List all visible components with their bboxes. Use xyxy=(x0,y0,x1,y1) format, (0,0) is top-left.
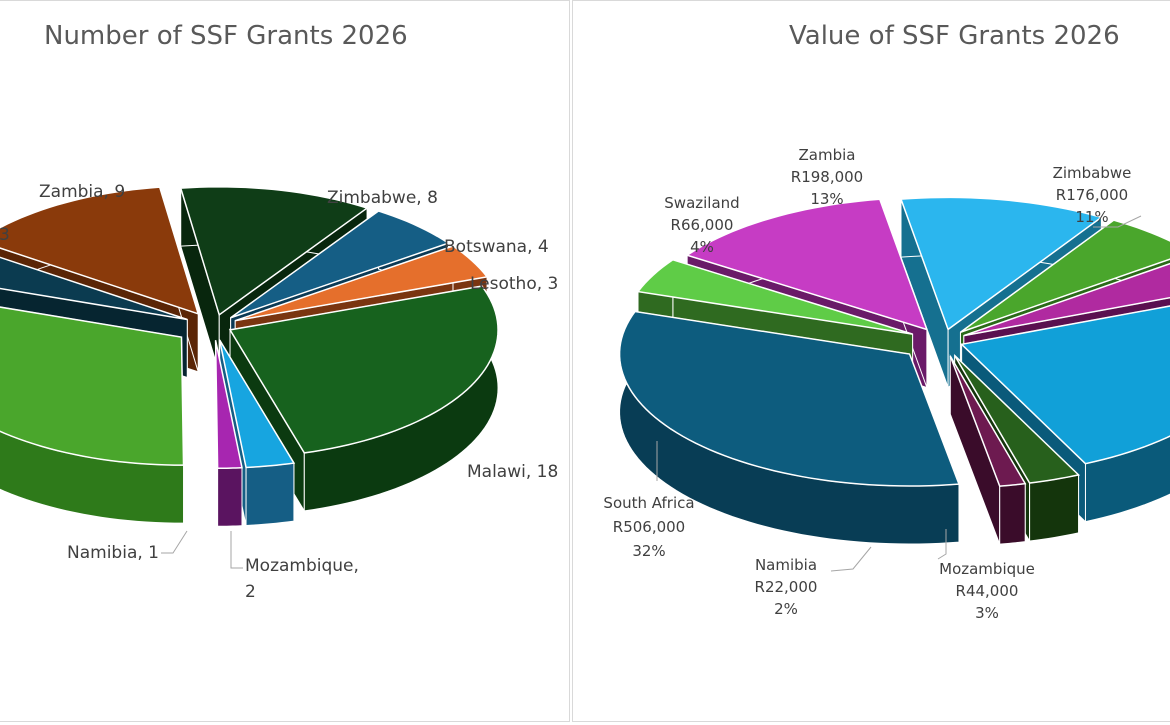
pie-slice-south-africa xyxy=(618,309,961,545)
data-label-south-africa: South Africa R506,000 32% xyxy=(603,494,694,560)
data-label-swaziland: Swaziland R66,000 4% xyxy=(664,194,739,256)
data-label-malawi: Malawi, 18 xyxy=(467,462,558,482)
pie-slice-namibia xyxy=(949,354,1027,545)
chart-panel-value: Value of SSF Grants 2026 Mozambique R44,0… xyxy=(572,0,1170,722)
pie-slice-south-africa xyxy=(0,306,185,524)
data-label-zimbabwe: Zimbabwe, 8 xyxy=(327,188,438,208)
pie-chart-number: Malawi, 18 Mozambique, 2 Namibia, 1 3 Zambia,… xyxy=(0,182,558,602)
data-label-namibia: Namibia R22,000 2% xyxy=(755,556,818,618)
data-label-mozambique: Mozambique R44,000 3% xyxy=(939,560,1035,622)
pie-slice-namibia xyxy=(214,340,243,527)
data-label-zimbabwe: Zimbabwe R176,000 11% xyxy=(1053,164,1132,226)
data-label-zambia: Zambia, 9 xyxy=(39,182,125,202)
chart-panel-number: Number of SSF Grants 2026 Malawi, 18 Moza… xyxy=(0,0,570,722)
chart-title: Value of SSF Grants 2026 xyxy=(789,21,1120,51)
data-label-zambia: Zambia R198,000 13% xyxy=(791,146,863,208)
pie-chart-value: Mozambique R44,000 3% Namibia R22,000 2% South… xyxy=(603,146,1170,622)
data-label-namibia: Namibia, 1 xyxy=(67,543,159,563)
data-label-mozambique: Mozambique, 2 xyxy=(245,556,359,602)
data-label-swaziland: 3 xyxy=(0,225,10,245)
data-label-lesotho: Lesotho, 3 xyxy=(470,274,558,294)
data-label-botswana: Botswana, 4 xyxy=(444,237,549,257)
chart-title: Number of SSF Grants 2026 xyxy=(44,21,408,51)
pie-slice-malawi xyxy=(228,284,499,513)
